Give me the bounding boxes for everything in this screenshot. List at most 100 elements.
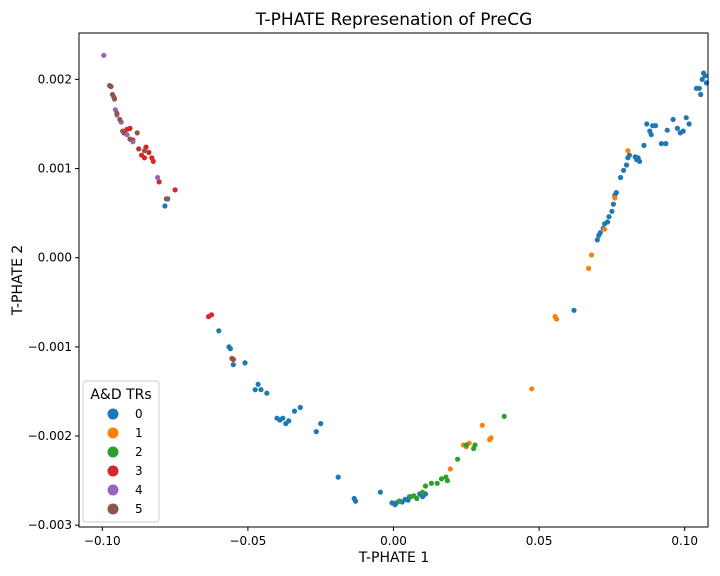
- y-tick-label: −0.001: [28, 340, 72, 354]
- data-point-series-0: [335, 474, 341, 480]
- data-point-series-2: [472, 442, 478, 448]
- points-layer: [101, 52, 710, 508]
- data-point-series-1: [554, 316, 560, 322]
- data-point-series-4: [155, 174, 161, 181]
- legend-label: 3: [135, 464, 143, 478]
- data-point-series-2: [455, 456, 461, 462]
- data-point-series-1: [588, 252, 595, 258]
- data-point-series-0: [252, 387, 258, 393]
- data-point-series-4: [101, 52, 107, 58]
- y-axis-ticks: −0.003 −0.002 −0.001 0.000 0.001 0.002: [28, 72, 79, 532]
- data-point-series-2: [434, 480, 440, 486]
- data-point-series-0: [280, 415, 286, 421]
- data-point-series-0: [353, 498, 359, 504]
- legend-label: 0: [135, 407, 143, 421]
- data-point-series-0: [670, 116, 676, 123]
- data-point-series-0: [610, 201, 617, 207]
- data-point-series-0: [258, 387, 264, 393]
- data-point-series-5: [134, 130, 140, 136]
- data-point-series-2: [396, 498, 402, 504]
- data-point-series-4: [124, 132, 130, 138]
- data-point-series-2: [428, 480, 434, 486]
- plot-frame: [78, 32, 709, 528]
- data-point-series-0: [604, 219, 611, 225]
- data-point-series-0: [377, 489, 383, 495]
- x-tick-label: 0.10: [671, 534, 698, 548]
- x-axis-label: T-PHATE 1: [358, 550, 430, 566]
- x-tick-label: 0.00: [380, 534, 407, 548]
- data-point-series-0: [618, 174, 624, 181]
- data-point-series-1: [612, 195, 618, 201]
- data-point-series-5: [229, 355, 235, 362]
- data-point-series-5: [163, 196, 169, 202]
- data-point-series-1: [488, 435, 494, 441]
- data-point-series-0: [663, 141, 669, 147]
- y-tick-label: 0.000: [38, 251, 72, 265]
- data-point-series-0: [674, 125, 681, 131]
- data-point-series-1: [586, 265, 592, 271]
- data-point-series-5: [108, 83, 114, 90]
- data-point-series-1: [529, 386, 535, 392]
- legend-marker: [107, 503, 119, 515]
- data-point-series-3: [146, 149, 152, 156]
- data-point-series-0: [264, 390, 270, 396]
- chart-title: T-PHATE Represenation of PreCG: [255, 10, 533, 30]
- legend-marker: [107, 484, 119, 496]
- legend-label: 4: [135, 483, 143, 497]
- x-tick-label: 0.05: [526, 534, 553, 548]
- data-point-series-5: [111, 96, 118, 102]
- legend-box: [82, 380, 160, 523]
- legend-label: 1: [135, 426, 143, 440]
- x-tick-label: −0.10: [84, 534, 121, 548]
- data-point-series-3: [141, 155, 148, 161]
- x-tick-label: −0.05: [230, 534, 267, 548]
- data-point-series-0: [318, 421, 324, 427]
- legend: A&D TRs 0 1 2 3 4 5: [82, 380, 160, 523]
- x-axis-ticks: −0.10 −0.05 0.00 0.05 0.10: [84, 527, 698, 548]
- data-point-series-0: [216, 328, 222, 334]
- data-point-series-2: [444, 478, 450, 484]
- data-point-series-3: [172, 187, 178, 193]
- data-point-series-0: [686, 121, 692, 127]
- data-point-series-0: [680, 128, 686, 134]
- data-point-series-0: [696, 85, 702, 91]
- legend-marker: [107, 408, 119, 420]
- y-axis-label: T-PHATE 2: [10, 245, 26, 317]
- data-point-series-0: [162, 203, 168, 209]
- y-tick-label: −0.002: [28, 429, 72, 443]
- data-point-series-3: [150, 158, 156, 164]
- data-point-series-3: [156, 179, 162, 185]
- data-point-series-0: [242, 360, 248, 366]
- data-point-series-5: [117, 116, 123, 123]
- data-point-series-5: [114, 110, 120, 116]
- data-point-series-5: [141, 148, 148, 154]
- data-point-series-0: [658, 141, 665, 147]
- data-point-series-5: [120, 128, 126, 134]
- data-point-series-1: [479, 422, 485, 428]
- data-point-series-0: [637, 158, 643, 164]
- data-point-series-0: [606, 214, 612, 220]
- data-point-series-5: [127, 136, 133, 142]
- data-point-series-0: [702, 73, 708, 79]
- data-point-series-0: [291, 408, 298, 414]
- legend-title: A&D TRs: [90, 387, 151, 403]
- data-point-series-0: [698, 91, 704, 98]
- data-point-series-0: [626, 152, 633, 158]
- data-point-series-0: [648, 132, 654, 138]
- data-point-series-0: [641, 142, 647, 148]
- legend-label: 2: [135, 445, 143, 459]
- data-point-series-3: [127, 125, 133, 131]
- data-point-series-2: [420, 489, 426, 495]
- data-point-series-2: [422, 483, 429, 489]
- data-point-series-0: [623, 162, 630, 168]
- data-point-series-3: [136, 146, 142, 152]
- data-point-series-2: [414, 495, 420, 502]
- legend-label: 5: [135, 502, 143, 516]
- data-point-series-1: [447, 466, 453, 472]
- data-point-series-0: [227, 346, 233, 352]
- data-point-series-1: [602, 226, 608, 232]
- legend-marker: [107, 465, 119, 477]
- data-point-series-1: [625, 148, 631, 154]
- data-point-series-0: [286, 418, 292, 424]
